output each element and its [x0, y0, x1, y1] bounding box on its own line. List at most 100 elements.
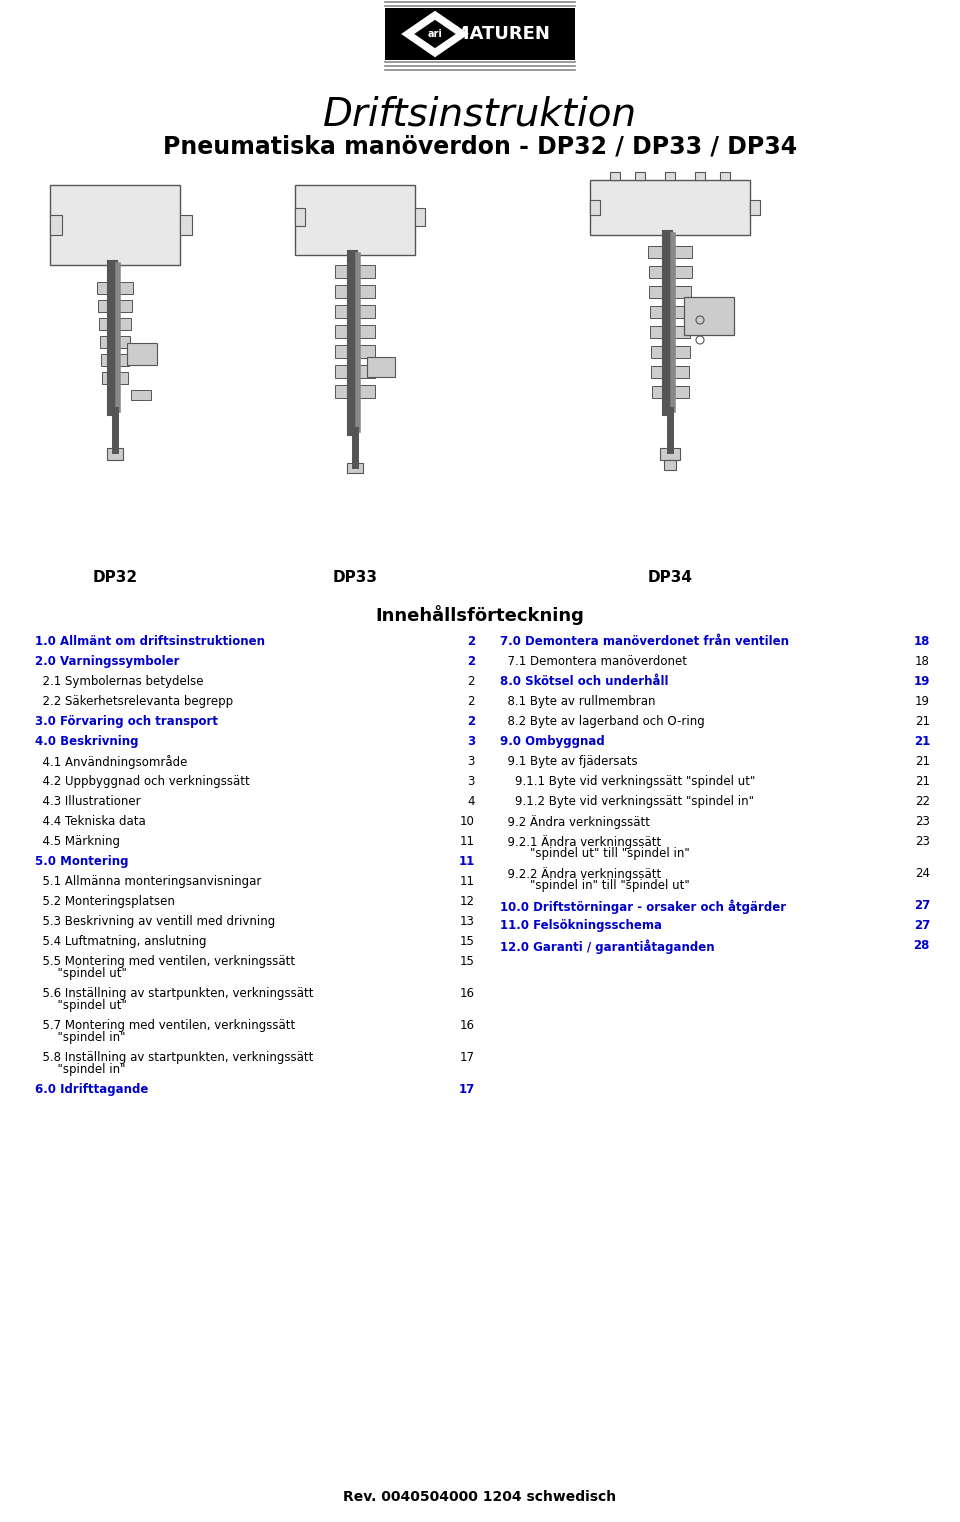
Text: 9.2.1 Ändra verkningssätt: 9.2.1 Ändra verkningssätt [500, 836, 661, 849]
Bar [651, 345, 689, 358]
Bar [652, 387, 688, 397]
Bar [127, 342, 157, 365]
Text: DP34: DP34 [647, 571, 692, 584]
Bar [295, 209, 305, 225]
Text: 8.2 Byte av lagerband och O-ring: 8.2 Byte av lagerband och O-ring [500, 715, 708, 728]
Text: ari: ari [427, 29, 443, 40]
Text: 3: 3 [468, 755, 475, 769]
Text: 8.1 Byte av rullmembran: 8.1 Byte av rullmembran [500, 696, 660, 708]
Text: 6.0 Idrifttagande: 6.0 Idrifttagande [35, 1084, 149, 1096]
Bar [180, 215, 192, 234]
Text: 19: 19 [914, 674, 930, 688]
Text: 10: 10 [460, 814, 475, 828]
Text: 23: 23 [915, 814, 930, 828]
Text: 4.4 Tekniska data: 4.4 Tekniska data [35, 814, 150, 828]
Bar [415, 209, 425, 225]
Text: 5.5 Montering med ventilen, verkningssätt: 5.5 Montering med ventilen, verkningssät… [35, 954, 295, 968]
Text: 7.0 Demontera manöverdonet från ventilen: 7.0 Demontera manöverdonet från ventilen [500, 635, 789, 648]
Text: 9.2.2 Ändra verkningssätt: 9.2.2 Ändra verkningssätt [500, 868, 661, 881]
Bar [367, 358, 395, 377]
Text: 11: 11 [459, 855, 475, 868]
Text: Pneumatiska manöverdon - DP32 / DP33 / DP34: Pneumatiska manöverdon - DP32 / DP33 / D… [163, 135, 797, 158]
Bar [335, 285, 375, 298]
Bar [99, 318, 131, 330]
Text: 28: 28 [914, 939, 930, 951]
Text: 5.2 Monteringsplatsen: 5.2 Monteringsplatsen [35, 895, 179, 909]
Bar [649, 266, 691, 279]
Text: 15: 15 [460, 935, 475, 948]
Bar [107, 447, 123, 460]
Text: 7.1 Demontera manöverdonet: 7.1 Demontera manöverdonet [500, 654, 691, 668]
Bar [335, 385, 375, 397]
Bar [97, 282, 133, 294]
Text: 11: 11 [460, 875, 475, 887]
Bar [98, 300, 132, 312]
Text: 5.3 Beskrivning av ventill med drivning: 5.3 Beskrivning av ventill med drivning [35, 915, 279, 928]
Bar [590, 180, 750, 234]
Bar [684, 297, 734, 335]
Text: 4: 4 [468, 794, 475, 808]
Bar [648, 247, 692, 259]
Text: "spindel in": "spindel in" [35, 1030, 126, 1044]
Bar [101, 355, 129, 365]
Text: Innehållsförteckning: Innehållsförteckning [375, 606, 585, 626]
Bar [295, 186, 415, 256]
Text: 9.1.2 Byte vid verkningssätt "spindel in": 9.1.2 Byte vid verkningssätt "spindel in… [500, 794, 754, 808]
Bar [664, 460, 676, 470]
Text: 5.0 Montering: 5.0 Montering [35, 855, 129, 868]
Text: 21: 21 [915, 715, 930, 728]
Polygon shape [413, 18, 457, 49]
Text: 5.6 Inställning av startpunkten, verkningssätt: 5.6 Inställning av startpunkten, verknin… [35, 986, 314, 1000]
Text: 8.0 Skötsel och underhåll: 8.0 Skötsel och underhåll [500, 674, 673, 688]
Text: 2: 2 [467, 715, 475, 728]
Text: "spindel in" till "spindel ut": "spindel in" till "spindel ut" [500, 880, 689, 892]
Bar [131, 390, 151, 400]
Text: 2: 2 [467, 635, 475, 648]
Bar [635, 172, 645, 180]
Text: 3.0 Förvaring och transport: 3.0 Förvaring och transport [35, 715, 222, 728]
Text: 24: 24 [915, 868, 930, 880]
Bar [50, 186, 180, 265]
Text: DP32: DP32 [92, 571, 137, 584]
Text: 4.2 Uppbyggnad och verkningssätt: 4.2 Uppbyggnad och verkningssätt [35, 775, 250, 788]
Bar [650, 326, 690, 338]
Text: 21: 21 [914, 735, 930, 747]
Text: 21: 21 [915, 755, 930, 769]
Bar [610, 172, 620, 180]
Text: 13: 13 [460, 915, 475, 928]
Text: 27: 27 [914, 900, 930, 912]
Text: "spindel ut": "spindel ut" [35, 998, 127, 1012]
Bar [335, 345, 375, 358]
Text: 5.1 Allmänna monteringsanvisningar: 5.1 Allmänna monteringsanvisningar [35, 875, 261, 887]
Bar [385, 8, 575, 59]
Text: "spindel in": "spindel in" [35, 1062, 126, 1076]
Bar [650, 306, 690, 318]
Text: 4.0 Beskrivning: 4.0 Beskrivning [35, 735, 138, 747]
Text: 2: 2 [468, 674, 475, 688]
Text: 4.5 Märkning: 4.5 Märkning [35, 836, 124, 848]
Bar [665, 172, 675, 180]
Text: Driftsinstruktion: Driftsinstruktion [323, 94, 637, 132]
Text: 2: 2 [467, 654, 475, 668]
Text: 2.2 Säkerhetsrelevanta begrepp: 2.2 Säkerhetsrelevanta begrepp [35, 696, 237, 708]
Bar [335, 326, 375, 338]
Text: 15: 15 [460, 954, 475, 968]
Text: 9.1 Byte av fjädersats: 9.1 Byte av fjädersats [500, 755, 641, 769]
Bar [335, 304, 375, 318]
Text: 17: 17 [459, 1084, 475, 1096]
Bar [590, 199, 600, 215]
Text: 11: 11 [460, 836, 475, 848]
Polygon shape [403, 12, 467, 56]
Text: 18: 18 [914, 635, 930, 648]
Bar [660, 447, 680, 460]
Text: 3: 3 [467, 735, 475, 747]
Text: 2.0 Varningssymboler: 2.0 Varningssymboler [35, 654, 183, 668]
Text: 19: 19 [915, 696, 930, 708]
Text: "spindel ut" till "spindel in": "spindel ut" till "spindel in" [500, 848, 689, 860]
Text: 12.0 Garanti / garantiåtaganden: 12.0 Garanti / garantiåtaganden [500, 939, 719, 954]
Text: 16: 16 [460, 1020, 475, 1032]
Text: 21: 21 [915, 775, 930, 788]
Bar [649, 286, 691, 298]
Text: 22: 22 [915, 794, 930, 808]
Text: 2: 2 [468, 696, 475, 708]
